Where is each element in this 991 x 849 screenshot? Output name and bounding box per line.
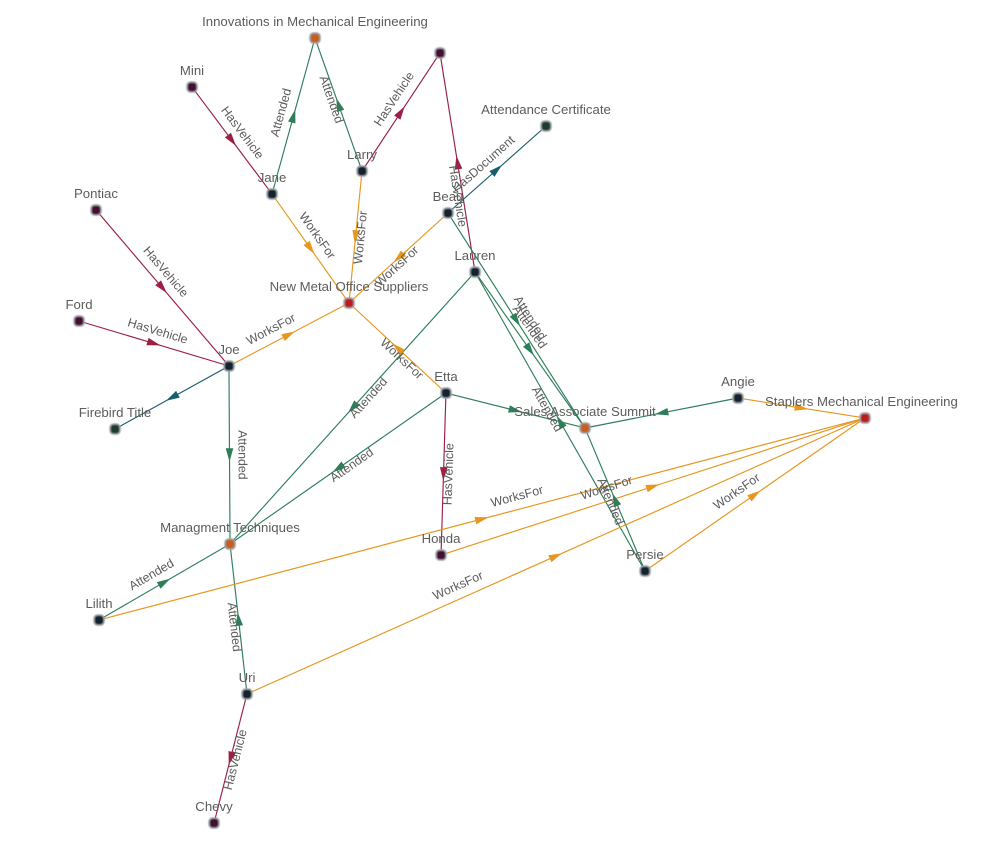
svg-text:WorksFor: WorksFor [377, 336, 426, 383]
svg-text:Angie: Angie [721, 374, 755, 389]
svg-text:Chevy: Chevy [195, 799, 233, 814]
svg-text:Attended: Attended [268, 87, 295, 139]
svg-text:Etta: Etta [434, 369, 458, 384]
svg-text:Attended: Attended [225, 602, 245, 653]
svg-text:HasVehicle: HasVehicle [126, 315, 190, 346]
svg-text:Attended: Attended [327, 445, 376, 485]
svg-text:Persie: Persie [626, 547, 663, 562]
svg-text:Uri: Uri [239, 670, 256, 685]
svg-text:WorksFor: WorksFor [296, 210, 338, 262]
svg-text:Sales Associate Summit: Sales Associate Summit [514, 404, 656, 419]
svg-text:WorksFor: WorksFor [244, 311, 298, 348]
svg-text:New Metal Office Suppliers: New Metal Office Suppliers [270, 279, 429, 294]
svg-text:Attended: Attended [235, 430, 249, 480]
svg-text:Lauren: Lauren [454, 248, 495, 263]
svg-text:Attendance Certificate: Attendance Certificate [481, 102, 611, 117]
svg-text:Ford: Ford [65, 297, 92, 312]
svg-text:Lilith: Lilith [85, 596, 112, 611]
svg-text:Pontiac: Pontiac [74, 186, 118, 201]
svg-text:WorksFor: WorksFor [351, 210, 370, 265]
svg-text:Honda: Honda [422, 531, 462, 546]
svg-text:WorksFor: WorksFor [431, 568, 486, 603]
svg-text:Beau: Beau [433, 189, 464, 204]
svg-text:Managment Techniques: Managment Techniques [160, 520, 300, 535]
svg-text:Innovations in Mechanical Engi: Innovations in Mechanical Engineering [202, 14, 428, 29]
svg-text:Attended: Attended [317, 74, 347, 126]
svg-text:Attended: Attended [347, 375, 391, 421]
svg-text:Larry: Larry [347, 147, 377, 162]
svg-text:HasVehicle: HasVehicle [441, 443, 457, 506]
svg-text:Jane: Jane [258, 170, 287, 185]
svg-text:WorksFor: WorksFor [711, 471, 763, 513]
svg-text:Attended: Attended [126, 556, 176, 593]
svg-text:HasVehicle: HasVehicle [221, 728, 250, 792]
svg-text:Staplers Mechanical Engineerin: Staplers Mechanical Engineering [765, 394, 958, 409]
svg-text:Joe: Joe [218, 342, 239, 357]
svg-text:WorksFor: WorksFor [489, 483, 544, 510]
svg-text:Mini: Mini [180, 63, 204, 78]
svg-text:Firebird Title: Firebird Title [79, 405, 152, 420]
